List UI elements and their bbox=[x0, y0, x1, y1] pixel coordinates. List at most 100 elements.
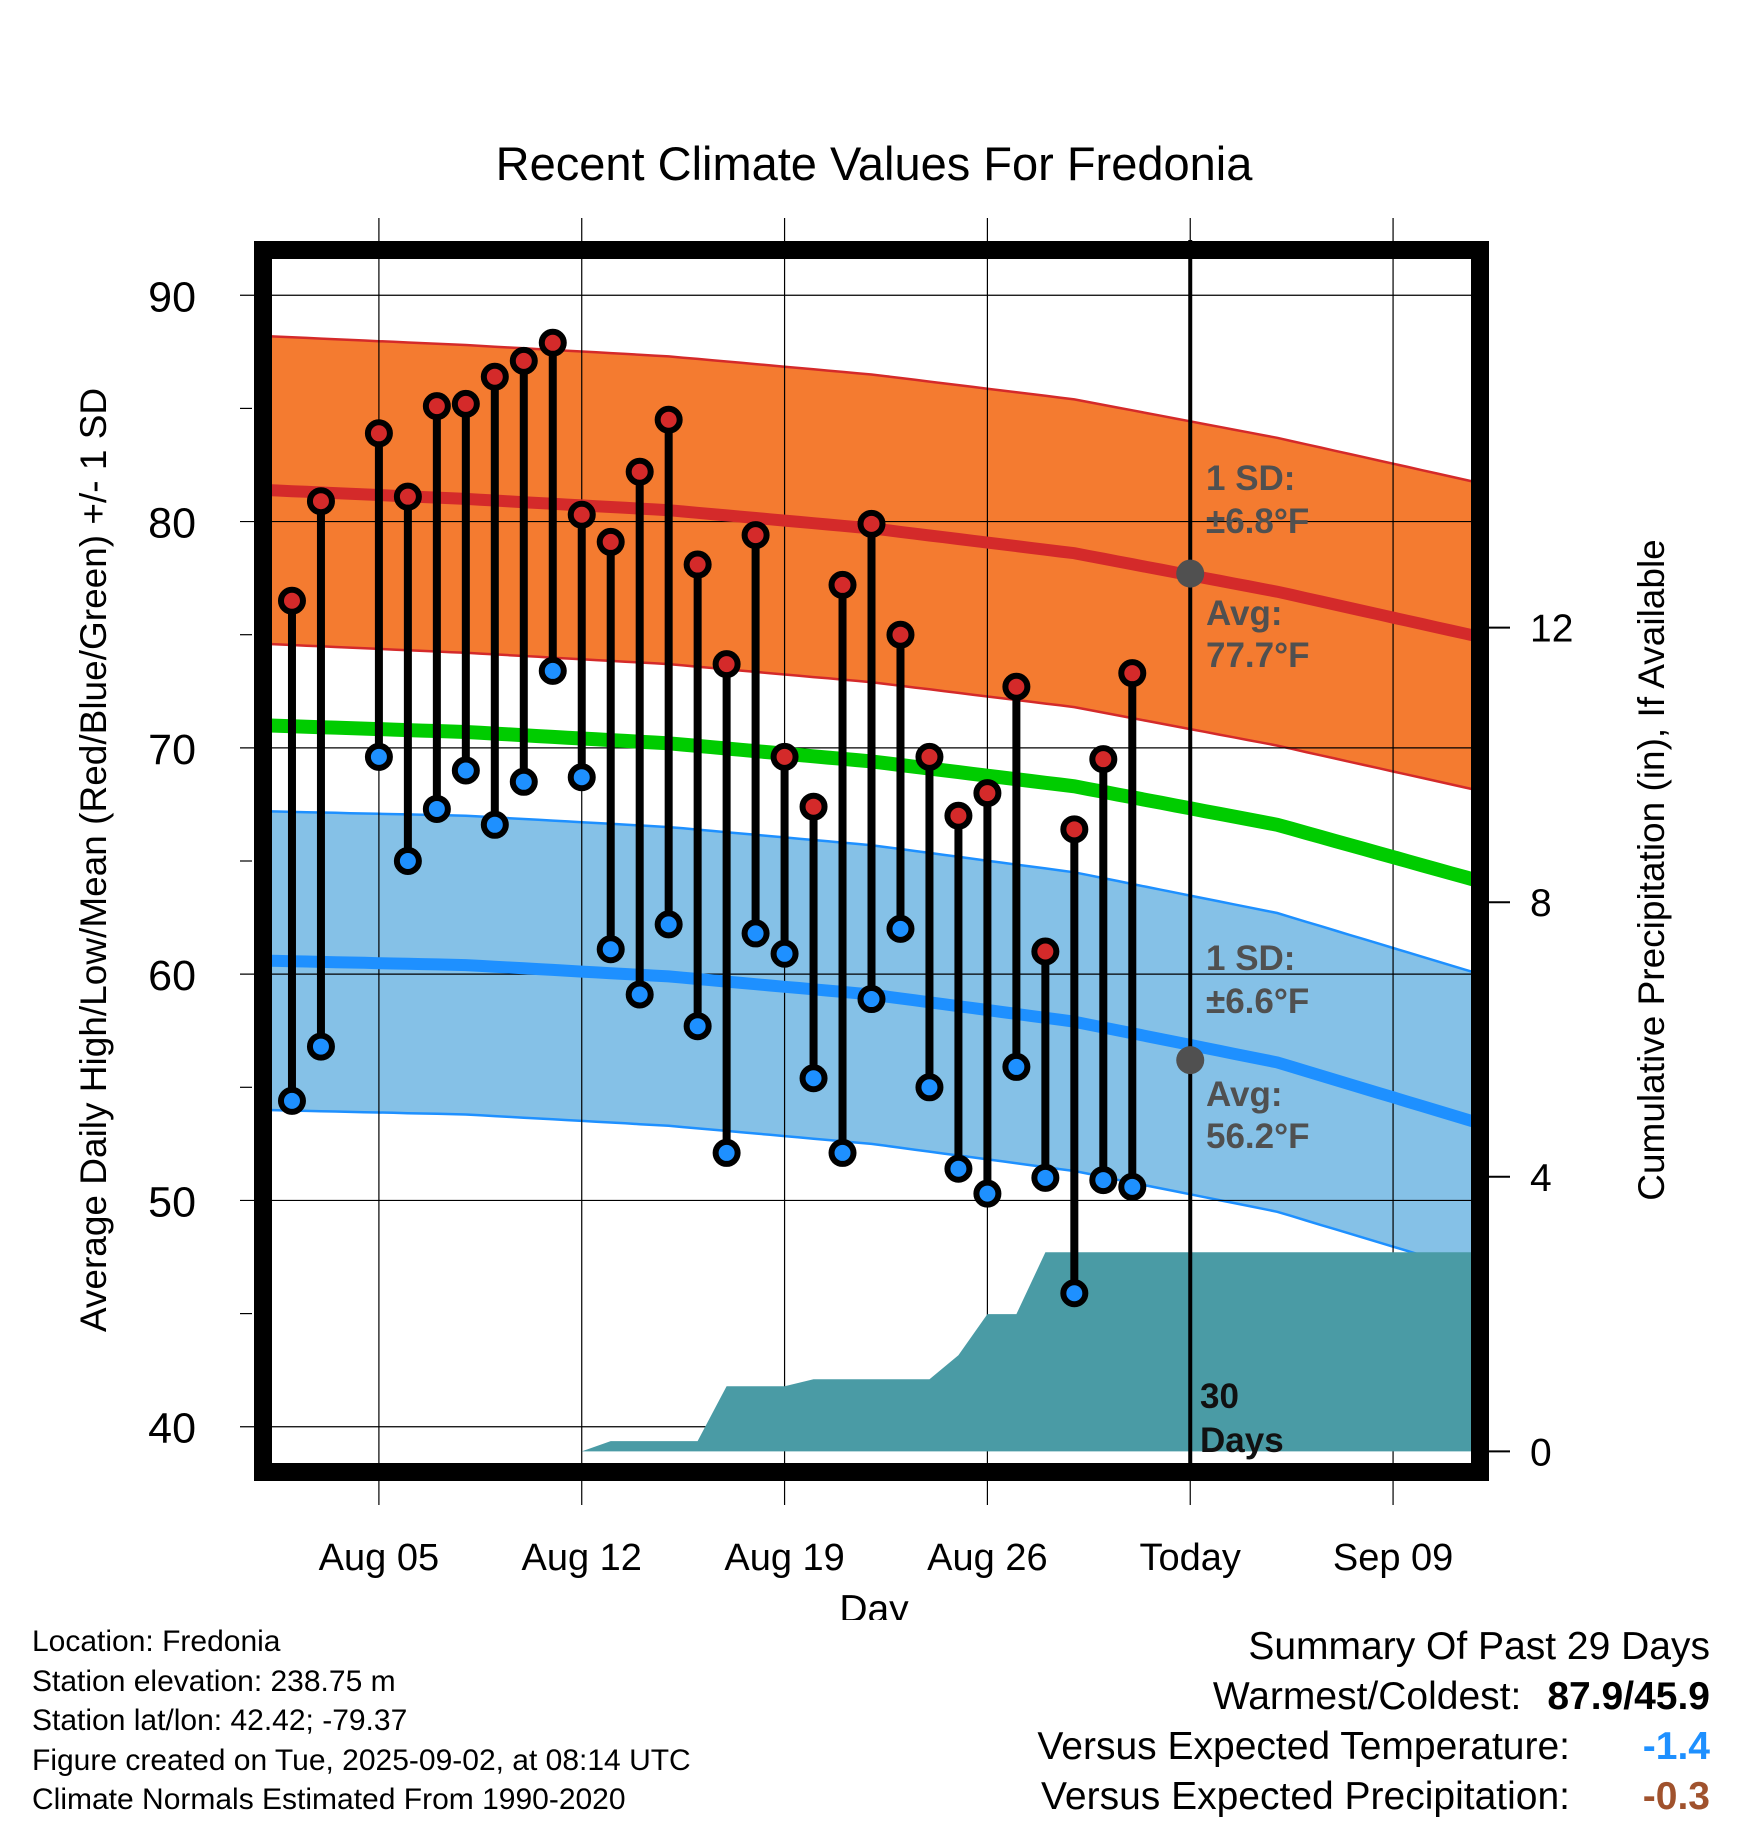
precipitation-area bbox=[263, 1252, 1480, 1452]
temp-row: Versus Expected Temperature: -1.4 bbox=[1037, 1722, 1710, 1772]
precip-label: Versus Expected Precipitation: bbox=[1041, 1775, 1570, 1818]
days-count: 30 bbox=[1200, 1377, 1239, 1416]
obs-low-point bbox=[1031, 1163, 1060, 1192]
obs-low-point bbox=[712, 1138, 741, 1167]
obs-high-point bbox=[567, 500, 596, 529]
obs-low-point bbox=[451, 756, 480, 785]
low-avg-value: 56.2°F bbox=[1206, 1117, 1310, 1156]
normals-text: Climate Normals Estimated From 1990-2020 bbox=[32, 1783, 626, 1816]
obs-high-point bbox=[712, 650, 741, 679]
obs-high-point bbox=[915, 742, 944, 771]
x-tick-label: Sep 09 bbox=[1333, 1537, 1453, 1579]
obs-low-point bbox=[799, 1064, 828, 1093]
obs-low-point bbox=[973, 1179, 1002, 1208]
obs-low-point bbox=[944, 1154, 973, 1183]
latlon-text: Station lat/lon: 42.42; -79.37 bbox=[32, 1704, 408, 1737]
axis-ticks: 40 50 60 70 80 90 0 4 8 12 Aug 05 Aug 12 Aug 19 Aug 2… bbox=[148, 273, 1573, 1579]
temp-label: Versus Expected Temperature: bbox=[1037, 1725, 1570, 1768]
high-sd-value: ±6.8°F bbox=[1206, 502, 1309, 541]
high-avg-label: Avg: bbox=[1206, 594, 1282, 633]
obs-high-point bbox=[277, 586, 306, 615]
high-sd-label: 1 SD: bbox=[1206, 459, 1295, 498]
days-label: Days bbox=[1200, 1421, 1284, 1460]
obs-high-point bbox=[509, 346, 538, 375]
obs-low-point bbox=[770, 939, 799, 968]
y-axis-label: Average Daily High/Low/Mean (Red/Blue/Gr… bbox=[73, 388, 114, 1332]
obs-low-point bbox=[654, 910, 683, 939]
obs-high-point bbox=[1002, 672, 1031, 701]
obs-low-point bbox=[915, 1073, 944, 1102]
obs-high-point bbox=[770, 742, 799, 771]
chart-title: Recent Climate Values For Fredonia bbox=[496, 137, 1254, 190]
low-avg-label: Avg: bbox=[1206, 1075, 1282, 1114]
obs-high-point bbox=[799, 792, 828, 821]
obs-low-point bbox=[277, 1086, 306, 1115]
created-text: Figure created on Tue, 2025-09-02, at 08… bbox=[32, 1743, 691, 1777]
precip-row: Versus Expected Precipitation: -0.3 bbox=[1037, 1772, 1710, 1822]
low-sd-lower-edge bbox=[262, 1108, 1481, 1275]
plot-frame bbox=[254, 241, 1489, 1481]
obs-low-point bbox=[683, 1012, 712, 1041]
high-avg-marker bbox=[1176, 559, 1205, 588]
obs-high-point bbox=[683, 550, 712, 579]
x-tick-label: Today bbox=[1140, 1537, 1241, 1579]
obs-high-point bbox=[1031, 937, 1060, 966]
y-tick-label: 40 bbox=[148, 1405, 196, 1453]
low-sd-band bbox=[263, 811, 1480, 1273]
obs-low-point bbox=[422, 794, 451, 823]
warm-cold-row: Warmest/Coldest: 87.9/45.9 bbox=[1037, 1672, 1710, 1722]
y-tick-label: 50 bbox=[148, 1178, 196, 1226]
warm-cold-label: Warmest/Coldest: bbox=[1212, 1675, 1522, 1718]
y2-tick-label: 12 bbox=[1530, 608, 1573, 651]
obs-low-point bbox=[480, 810, 509, 839]
obs-low-point bbox=[509, 767, 538, 796]
x-tick-label: Aug 26 bbox=[927, 1537, 1047, 1579]
y2-tick-label: 4 bbox=[1530, 1157, 1552, 1200]
y2-tick-label: 8 bbox=[1530, 882, 1552, 925]
x-axis-label: Day bbox=[839, 1588, 909, 1620]
obs-low-point bbox=[364, 742, 393, 771]
elevation-text: Station elevation: 238.75 m bbox=[32, 1664, 396, 1698]
obs-high-point bbox=[944, 801, 973, 830]
y-tick-label: 60 bbox=[148, 952, 196, 1000]
obs-high-point bbox=[1060, 815, 1089, 844]
x-tick-label: Aug 05 bbox=[319, 1537, 439, 1579]
warm-cold-value: 87.9/45.9 bbox=[1547, 1675, 1710, 1718]
obs-high-point bbox=[451, 389, 480, 418]
obs-low-point bbox=[886, 914, 915, 943]
high-sd-upper-edge bbox=[262, 334, 1481, 485]
obs-high-point bbox=[364, 419, 393, 448]
obs-high-point bbox=[741, 521, 770, 550]
obs-low-point bbox=[1060, 1279, 1089, 1308]
y-tick-label: 70 bbox=[148, 726, 196, 774]
obs-high-point bbox=[306, 487, 335, 516]
high-avg-value: 77.7°F bbox=[1206, 636, 1310, 675]
obs-low-point bbox=[625, 980, 654, 1009]
obs-low-point bbox=[538, 656, 567, 685]
precip-value: -0.3 bbox=[1642, 1775, 1710, 1818]
low-avg-marker bbox=[1176, 1046, 1205, 1075]
obs-low-point bbox=[1118, 1172, 1147, 1201]
summary-panel: Summary Of Past 29 Days Warmest/Coldest:… bbox=[1037, 1622, 1710, 1822]
x-tick-label: Aug 19 bbox=[724, 1537, 844, 1579]
obs-high-point bbox=[1118, 659, 1147, 688]
obs-high-point bbox=[422, 392, 451, 421]
obs-low-point bbox=[567, 763, 596, 792]
x-tick-label: Aug 12 bbox=[522, 1537, 642, 1579]
location-text: Location: Fredonia bbox=[32, 1625, 281, 1658]
obs-low-point bbox=[828, 1138, 857, 1167]
precipitation-area-fill bbox=[263, 1252, 1480, 1452]
y2-axis-label: Cumulative Precipitation (in), If Availa… bbox=[1631, 539, 1672, 1201]
obs-high-point bbox=[393, 482, 422, 511]
obs-high-point bbox=[1089, 745, 1118, 774]
obs-low-point bbox=[1002, 1052, 1031, 1081]
obs-low-point bbox=[393, 847, 422, 875]
obs-low-point bbox=[596, 935, 625, 964]
obs-low-point bbox=[306, 1032, 335, 1061]
obs-high-point bbox=[857, 509, 886, 538]
obs-high-point bbox=[625, 457, 654, 486]
y-tick-label: 90 bbox=[148, 273, 196, 321]
observations bbox=[277, 328, 1147, 1308]
obs-low-point bbox=[857, 985, 886, 1014]
station-info: Location: Fredonia Station elevation: 23… bbox=[32, 1622, 691, 1820]
